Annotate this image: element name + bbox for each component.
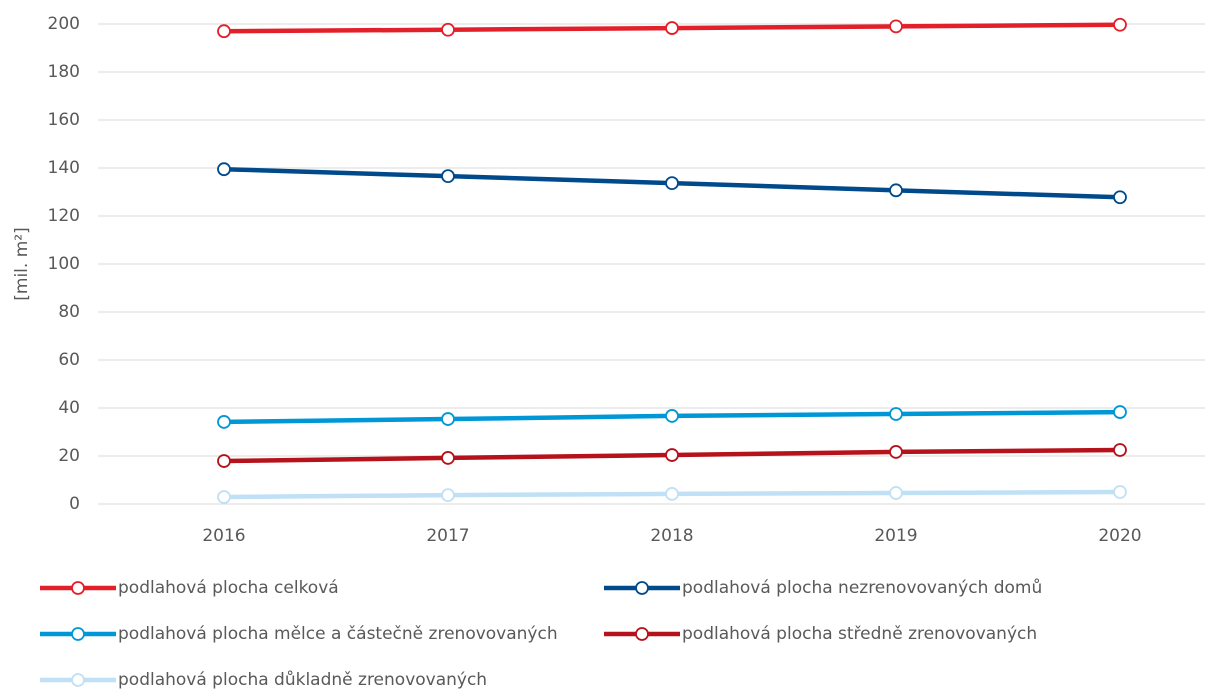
- data-point: [1113, 17, 1127, 32]
- data-point: [1113, 405, 1127, 419]
- data-point: [441, 169, 455, 184]
- data-point: [217, 454, 231, 468]
- legend-label: podlahová plocha středně zrenovovaných: [682, 624, 1037, 644]
- legend-key-marker: [71, 627, 85, 641]
- legend-label: podlahová plocha mělce a částečně zrenov…: [118, 624, 558, 644]
- data-point: [665, 487, 679, 501]
- x-tick-label: 2019: [874, 526, 917, 546]
- legend-key-marker: [635, 581, 649, 595]
- y-tick-label: 20: [58, 446, 80, 466]
- data-point: [889, 19, 903, 34]
- x-tick-label: 2016: [202, 526, 245, 546]
- legend-label: podlahová plocha celková: [118, 578, 339, 598]
- legend-key-marker: [71, 673, 85, 687]
- y-tick-label: 200: [48, 14, 80, 34]
- legend-key-marker: [71, 581, 85, 595]
- data-point: [665, 176, 679, 191]
- x-tick-label: 2018: [650, 526, 693, 546]
- y-tick-label: 120: [48, 206, 80, 226]
- data-point: [889, 445, 903, 459]
- data-point: [889, 407, 903, 421]
- data-point: [1113, 485, 1127, 499]
- y-tick-label: 40: [58, 398, 80, 418]
- x-tick-label: 2020: [1098, 526, 1141, 546]
- y-tick-label: 0: [69, 494, 80, 514]
- y-tick-label: 60: [58, 350, 80, 370]
- y-tick-label: 160: [48, 110, 80, 130]
- data-point: [665, 448, 679, 462]
- legend-label: podlahová plocha nezrenovovaných domů: [682, 578, 1042, 598]
- data-point: [217, 162, 231, 177]
- y-tick-label: 140: [48, 158, 80, 178]
- data-point: [665, 409, 679, 423]
- data-point: [217, 24, 231, 39]
- data-point: [217, 490, 231, 504]
- data-point: [889, 183, 903, 198]
- legend-key-marker: [635, 627, 649, 641]
- y-tick-label: 80: [58, 302, 80, 322]
- legend-label: podlahová plocha důkladně zrenovovaných: [118, 670, 487, 690]
- y-tick-label: 100: [48, 254, 80, 274]
- y-axis-title: [mil. m²]: [12, 227, 32, 300]
- x-tick-label: 2017: [426, 526, 469, 546]
- data-point: [889, 486, 903, 500]
- data-point: [217, 415, 231, 429]
- data-point: [1113, 443, 1127, 457]
- data-point: [665, 21, 679, 35]
- data-point: [441, 22, 455, 37]
- data-point: [441, 412, 455, 426]
- data-point: [441, 488, 455, 503]
- y-tick-label: 180: [48, 62, 80, 82]
- data-point: [1113, 190, 1127, 205]
- data-point: [441, 451, 455, 465]
